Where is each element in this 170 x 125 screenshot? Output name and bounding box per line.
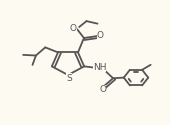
Text: O: O: [70, 24, 77, 33]
Text: O: O: [97, 31, 104, 40]
Text: NH: NH: [93, 63, 106, 72]
Text: O: O: [99, 85, 106, 94]
Text: S: S: [66, 74, 72, 83]
